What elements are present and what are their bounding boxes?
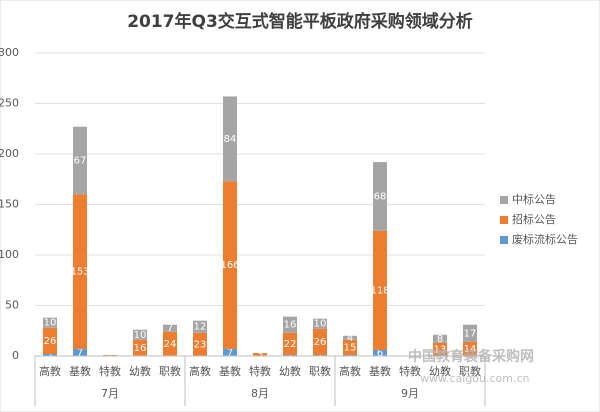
value-label: 13 xyxy=(434,344,447,355)
y-tick-label: 200 xyxy=(0,147,19,160)
x-tick-label: 职教 xyxy=(159,365,181,378)
x-tick-label: 幼教 xyxy=(279,365,301,378)
x-tick-label: 幼教 xyxy=(429,365,451,378)
chart-title: 2017年Q3交互式智能平板政府采购领域分析 xyxy=(127,11,473,32)
legend-swatch xyxy=(500,196,508,204)
value-label: 8 xyxy=(437,334,443,345)
x-tick-label: 基教 xyxy=(69,365,91,378)
value-label: 84 xyxy=(224,134,237,145)
bar-segment xyxy=(43,317,57,328)
legend-label: 招标公告 xyxy=(512,212,556,226)
value-label: 14 xyxy=(464,344,477,355)
bar-segment xyxy=(133,329,147,340)
value-label: 16 xyxy=(284,320,297,331)
value-label: 7 xyxy=(77,347,83,358)
x-tick-label: 特教 xyxy=(249,364,271,378)
x-tick-label: 职教 xyxy=(459,365,481,378)
value-label: 6 xyxy=(377,348,383,359)
bar-segment xyxy=(133,339,147,356)
bar-segment xyxy=(373,349,387,356)
value-label: 7 xyxy=(227,347,233,358)
value-label: 26 xyxy=(314,337,327,348)
y-tick-label: 50 xyxy=(5,299,19,312)
value-label: 68 xyxy=(374,191,387,202)
bar-segment xyxy=(463,341,477,356)
watermark-url: www.caigou.com.cn xyxy=(420,372,530,385)
value-label: 26 xyxy=(44,336,57,347)
x-tick-label: 基教 xyxy=(219,365,241,378)
value-label: 2 xyxy=(47,350,53,361)
bar-segment xyxy=(343,354,357,356)
bar-segment xyxy=(223,181,237,349)
y-tick-label: 300 xyxy=(0,46,19,59)
legend-swatch xyxy=(500,216,508,224)
x-tick-label: 特教 xyxy=(99,364,121,378)
value-label: 4 xyxy=(347,333,353,344)
legend-label: 废标流标公告 xyxy=(512,232,578,246)
value-label: 23 xyxy=(194,339,207,350)
bar-segment xyxy=(163,331,177,356)
y-tick-label: 0 xyxy=(12,349,19,362)
bar-segment xyxy=(433,342,447,356)
bar-segment xyxy=(103,354,117,356)
bar-segment xyxy=(373,230,387,350)
value-label: 3 xyxy=(257,349,263,360)
bar-segment xyxy=(283,354,297,356)
value-label: 12 xyxy=(194,322,207,333)
value-label: 16 xyxy=(134,343,147,354)
bar-segment xyxy=(343,339,357,355)
value-label: 67 xyxy=(74,156,87,167)
bar-segment xyxy=(163,324,177,332)
value-label: 10 xyxy=(314,319,327,330)
bar-segment xyxy=(463,324,477,342)
y-tick-label: 150 xyxy=(0,198,19,211)
x-tick-label: 基教 xyxy=(369,365,391,378)
value-label: 10 xyxy=(134,330,147,341)
bar-segment xyxy=(73,194,87,349)
x-tick-label: 职教 xyxy=(309,365,331,378)
bar-segment xyxy=(43,327,57,354)
group-label: 7月 xyxy=(101,387,119,400)
y-tick-label: 250 xyxy=(0,97,19,110)
x-tick-label: 高教 xyxy=(39,364,61,378)
y-tick-label: 100 xyxy=(0,248,19,261)
value-label: 10 xyxy=(44,318,57,329)
value-label: 24 xyxy=(164,339,177,350)
bar-segment xyxy=(193,320,207,333)
x-tick-label: 特教 xyxy=(399,364,421,378)
bar-segment xyxy=(223,96,237,182)
bar-segment xyxy=(283,316,297,333)
bar-segment xyxy=(283,332,297,355)
x-tick-label: 高教 xyxy=(189,364,211,378)
bar-segment xyxy=(73,126,87,195)
bar-segment xyxy=(43,353,57,356)
bar-segment xyxy=(313,354,327,356)
bar-segment xyxy=(73,348,87,356)
bar-segment xyxy=(433,334,447,343)
bar-segment xyxy=(223,348,237,356)
bar-segment xyxy=(343,335,357,340)
watermark-text: 中国教育装备采购网 xyxy=(408,348,534,365)
bar-segment xyxy=(253,352,267,356)
bar-segment xyxy=(313,328,327,355)
value-label: 166 xyxy=(220,260,239,271)
value-label: 17 xyxy=(464,328,477,339)
value-label: 15 xyxy=(344,342,357,353)
x-tick-label: 幼教 xyxy=(129,365,151,378)
value-label: 22 xyxy=(284,339,297,350)
bar-segment xyxy=(193,332,207,356)
x-tick-label: 高教 xyxy=(339,364,361,378)
value-label: 118 xyxy=(370,285,389,296)
group-label: 9月 xyxy=(401,387,419,400)
legend-swatch xyxy=(500,236,508,244)
value-label: 153 xyxy=(70,267,89,278)
legend-label: 中标公告 xyxy=(512,192,556,206)
value-label: 7 xyxy=(167,323,173,334)
bar-segment xyxy=(373,162,387,231)
group-label: 8月 xyxy=(251,387,269,400)
bar-segment xyxy=(313,318,327,329)
